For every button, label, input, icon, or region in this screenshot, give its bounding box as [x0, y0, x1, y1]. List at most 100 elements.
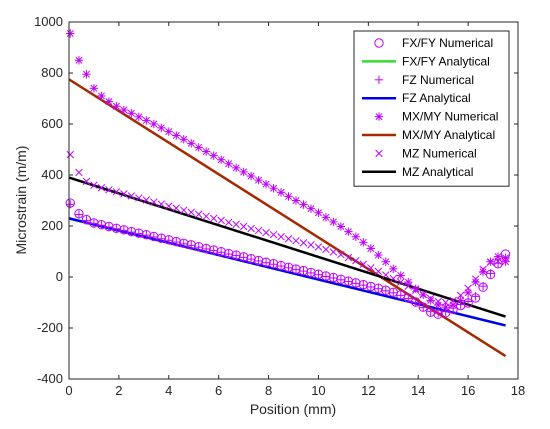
- data-point: [149, 119, 159, 129]
- data-point: [277, 232, 285, 241]
- series-layer: [65, 29, 511, 358]
- data-point: [157, 123, 166, 133]
- y-tick-label: 0: [56, 269, 63, 284]
- y-tick-label: -400: [37, 371, 63, 386]
- marker-stroke: [457, 296, 465, 304]
- marker-stroke: [307, 241, 315, 249]
- data-point: [157, 200, 166, 208]
- data-point: [501, 253, 510, 263]
- data-point: [180, 206, 188, 214]
- marker-stroke: [255, 176, 263, 184]
- data-point: [314, 270, 323, 279]
- marker-stroke: [217, 216, 225, 225]
- marker-stroke: [471, 275, 480, 283]
- data-point: [127, 227, 136, 237]
- data-point: [276, 261, 286, 271]
- marker-stroke: [157, 200, 166, 208]
- legend-entry: FZ Numerical: [374, 73, 474, 87]
- data-point: [501, 257, 510, 266]
- marker-stroke: [314, 209, 322, 217]
- marker-stroke: [180, 135, 188, 143]
- data-point: [66, 29, 75, 38]
- data-point: [209, 246, 218, 255]
- marker-stroke: [254, 226, 263, 235]
- marker-stroke: [232, 164, 240, 172]
- marker-stroke: [112, 102, 120, 110]
- marker-stroke: [157, 124, 165, 132]
- marker-stroke: [337, 223, 345, 231]
- data-point: [412, 286, 420, 294]
- data-point: [231, 251, 241, 260]
- marker-stroke: [165, 128, 173, 136]
- marker-stroke: [142, 196, 151, 204]
- marker-stroke: [210, 152, 218, 160]
- data-point: [232, 220, 240, 229]
- data-point: [224, 218, 233, 227]
- data-point: [434, 297, 442, 306]
- data-point: [336, 222, 346, 231]
- marker-stroke: [299, 239, 308, 247]
- data-point: [254, 256, 263, 266]
- data-point: [269, 184, 278, 193]
- data-point: [306, 268, 316, 278]
- data-point: [367, 264, 375, 272]
- data-point: [479, 265, 487, 274]
- marker-stroke: [352, 233, 360, 241]
- marker-stroke: [472, 278, 480, 286]
- y-axis-label: Microstrain (m/m): [13, 146, 29, 255]
- legend-entry: MX/MY Analytical: [362, 128, 495, 142]
- data-point: [456, 291, 465, 300]
- data-point: [254, 226, 263, 235]
- marker-stroke: [262, 228, 270, 237]
- data-point: [389, 264, 398, 274]
- data-point: [247, 224, 255, 233]
- data-point: [216, 155, 226, 164]
- marker-stroke: [135, 113, 143, 121]
- data-point: [194, 210, 203, 218]
- marker-stroke: [142, 116, 150, 124]
- marker-stroke: [247, 224, 255, 233]
- data-point: [217, 216, 225, 225]
- legend-label: FZ Numerical: [402, 73, 474, 87]
- marker-stroke: [225, 160, 233, 168]
- legend-label: MX/MY Analytical: [402, 128, 495, 142]
- data-point: [104, 222, 114, 232]
- data-point: [321, 213, 331, 222]
- marker-stroke: [382, 271, 390, 279]
- data-point: [105, 186, 113, 194]
- data-point: [344, 253, 353, 262]
- marker-stroke: [456, 291, 465, 300]
- data-point: [127, 192, 136, 200]
- marker-stroke: [397, 271, 405, 279]
- marker-stroke: [375, 113, 383, 121]
- x-tick-label: 8: [265, 383, 272, 398]
- data-point: [426, 296, 435, 305]
- data-point: [172, 237, 181, 247]
- marker-stroke: [224, 218, 233, 227]
- data-point: [66, 200, 75, 209]
- marker-stroke: [404, 282, 412, 290]
- marker-stroke: [120, 190, 128, 198]
- marker-stroke: [322, 213, 330, 221]
- marker-stroke: [66, 29, 74, 37]
- marker-stroke: [105, 186, 113, 194]
- marker-stroke: [479, 265, 487, 274]
- data-point: [269, 230, 278, 239]
- marker-stroke: [120, 106, 128, 114]
- legend-label: FZ Analytical: [402, 91, 471, 105]
- legend-box: [353, 30, 510, 187]
- data-point: [112, 224, 121, 234]
- data-point: [261, 179, 271, 189]
- data-point: [97, 221, 106, 230]
- x-tick-label: 18: [511, 383, 525, 398]
- data-point: [90, 181, 98, 189]
- marker-stroke: [277, 232, 285, 241]
- marker-stroke: [66, 150, 74, 159]
- marker-stroke: [389, 265, 397, 273]
- data-point: [426, 294, 435, 303]
- data-point: [471, 275, 480, 283]
- data-point: [329, 248, 338, 256]
- data-point: [284, 263, 293, 273]
- data-point: [150, 198, 158, 206]
- marker-stroke: [127, 192, 136, 200]
